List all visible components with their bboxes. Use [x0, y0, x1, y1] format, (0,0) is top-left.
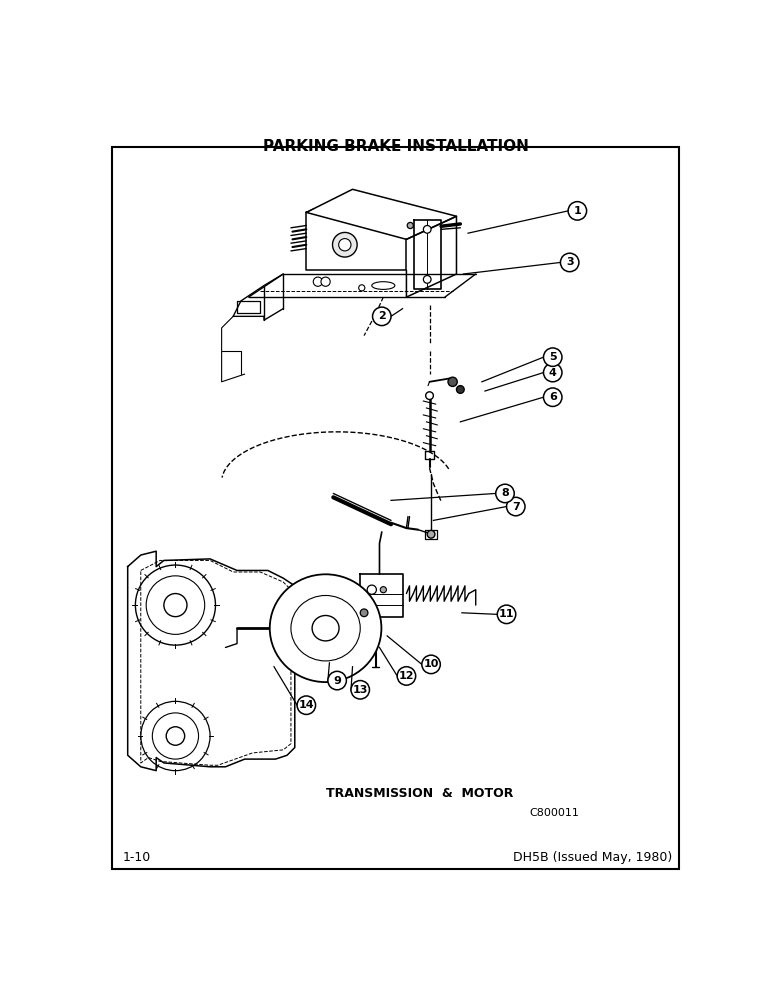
Text: 10: 10 [423, 659, 438, 669]
Circle shape [456, 386, 464, 393]
Circle shape [407, 222, 413, 229]
Circle shape [351, 681, 370, 699]
Text: 1-10: 1-10 [123, 851, 151, 864]
Text: PARKING BRAKE INSTALLATION: PARKING BRAKE INSTALLATION [262, 139, 529, 154]
Circle shape [448, 377, 457, 386]
Circle shape [427, 530, 435, 538]
Circle shape [359, 285, 365, 291]
Text: 1: 1 [574, 206, 581, 216]
Circle shape [333, 232, 357, 257]
Text: 14: 14 [299, 700, 314, 710]
Circle shape [543, 363, 562, 382]
Text: 8: 8 [501, 488, 509, 498]
Text: 13: 13 [353, 685, 368, 695]
Circle shape [367, 585, 377, 594]
Circle shape [381, 587, 387, 593]
Circle shape [297, 696, 316, 714]
Circle shape [313, 277, 323, 286]
Text: TRANSMISSION  &  MOTOR: TRANSMISSION & MOTOR [326, 787, 513, 800]
Circle shape [164, 594, 187, 617]
Text: 4: 4 [549, 368, 557, 378]
Text: DH5B (Issued May, 1980): DH5B (Issued May, 1980) [513, 851, 672, 864]
Text: 12: 12 [398, 671, 415, 681]
Circle shape [496, 484, 514, 503]
Circle shape [422, 655, 440, 674]
Circle shape [506, 497, 525, 516]
Text: 5: 5 [549, 352, 557, 362]
Text: C800011: C800011 [530, 808, 580, 818]
Circle shape [423, 276, 431, 283]
Circle shape [166, 727, 185, 745]
Text: 11: 11 [499, 609, 514, 619]
Circle shape [397, 667, 415, 685]
Circle shape [543, 348, 562, 366]
Text: 7: 7 [512, 502, 520, 512]
Ellipse shape [269, 574, 381, 682]
Ellipse shape [372, 282, 395, 289]
Ellipse shape [312, 615, 339, 641]
Circle shape [423, 225, 431, 233]
Circle shape [568, 202, 587, 220]
Circle shape [373, 307, 391, 326]
Circle shape [321, 277, 330, 286]
Text: 2: 2 [378, 311, 386, 321]
Circle shape [328, 671, 347, 690]
Text: 9: 9 [334, 676, 341, 686]
Circle shape [560, 253, 579, 272]
Text: 6: 6 [549, 392, 557, 402]
Circle shape [339, 239, 351, 251]
Circle shape [497, 605, 516, 624]
Circle shape [425, 392, 433, 400]
Circle shape [543, 388, 562, 406]
Text: 3: 3 [566, 257, 574, 267]
Circle shape [361, 609, 368, 617]
